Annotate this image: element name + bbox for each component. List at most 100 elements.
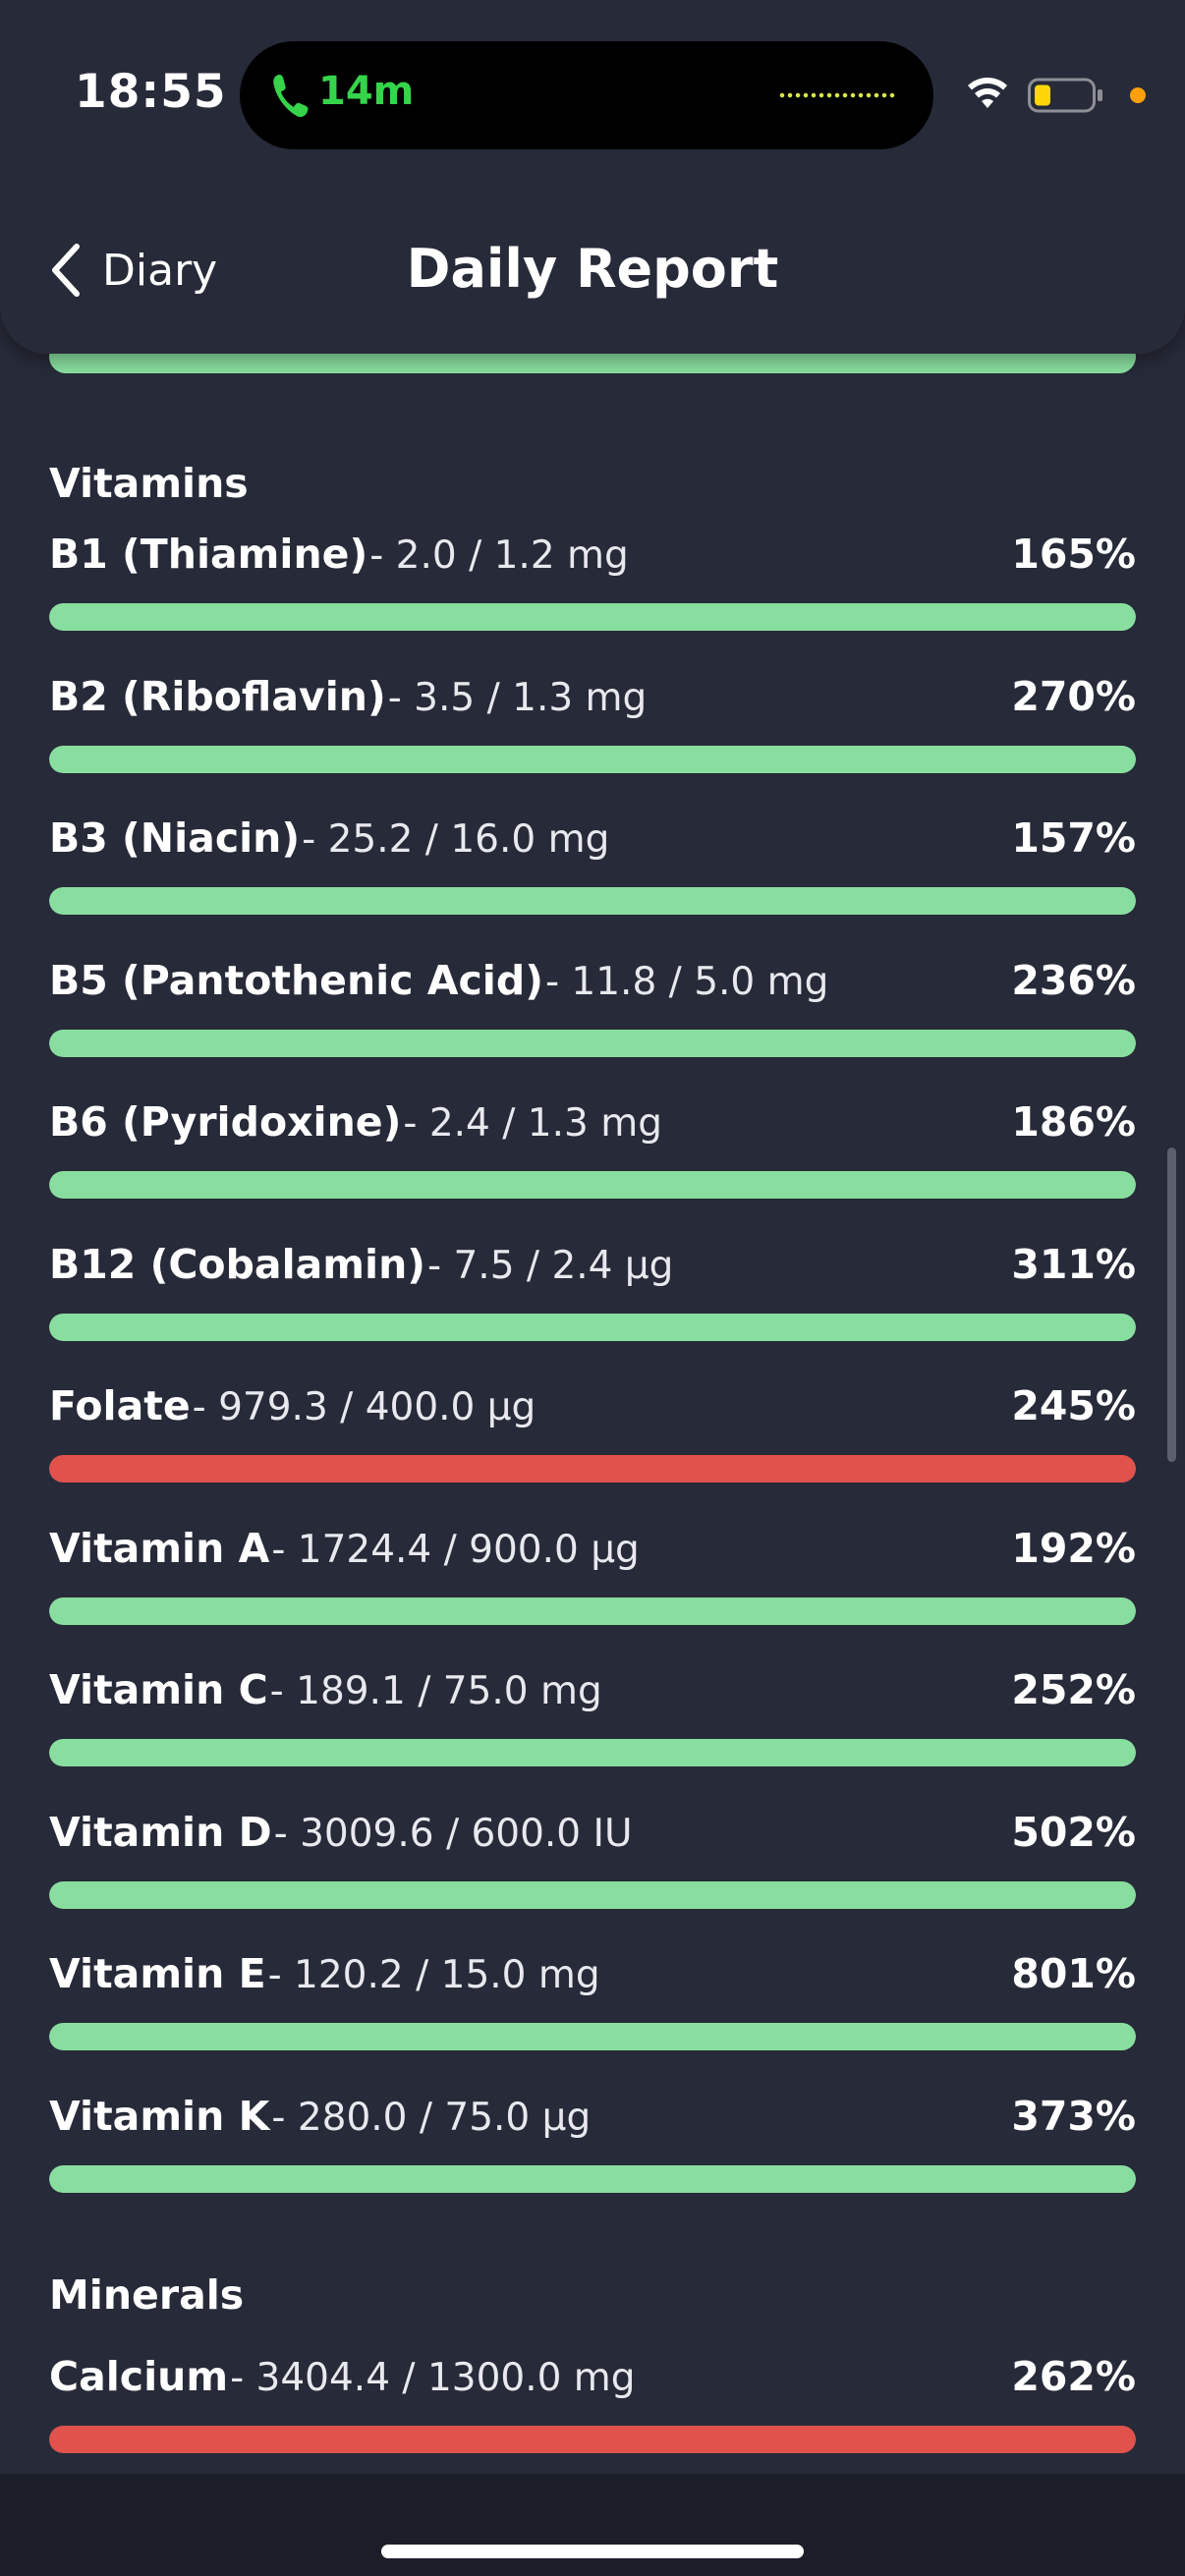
progress-bar-fill xyxy=(49,2426,1136,2453)
nutrient-row[interactable]: Vitamin K - 280.0 / 75.0 µg 373% xyxy=(49,2093,1136,2201)
nutrient-name: B6 (Pyridoxine) xyxy=(49,1098,402,1146)
nutrient-amount: - 25.2 / 16.0 mg xyxy=(302,817,610,862)
progress-bar-fill xyxy=(49,2165,1136,2193)
home-area xyxy=(0,2474,1185,2576)
dynamic-island-call[interactable]: 14m xyxy=(240,41,933,149)
chevron-left-icon xyxy=(52,244,80,297)
nutrient-label-line: B12 (Cobalamin) - 7.5 / 2.4 µg 311% xyxy=(49,1241,1136,1296)
nutrient-amount: - 7.5 / 2.4 µg xyxy=(427,1244,674,1288)
nutrient-label-line: Folate - 979.3 / 400.0 µg 245% xyxy=(49,1382,1136,1437)
nutrient-amount: - 2.0 / 1.2 mg xyxy=(369,533,629,578)
nutrient-amount: - 120.2 / 15.0 mg xyxy=(267,1953,600,1997)
nutrient-row[interactable]: Vitamin A - 1724.4 / 900.0 µg 192% xyxy=(49,1525,1136,1633)
nutrient-name: B5 (Pantothenic Acid) xyxy=(49,957,543,1004)
nutrient-label-line: Vitamin C - 189.1 / 75.0 mg 252% xyxy=(49,1666,1136,1721)
nutrient-amount: - 3.5 / 1.3 mg xyxy=(387,676,648,720)
progress-bar-fill xyxy=(49,1739,1136,1766)
progress-bar-fill xyxy=(49,2023,1136,2050)
progress-bar xyxy=(49,1739,1136,1766)
nutrient-label-line: B6 (Pyridoxine) - 2.4 / 1.3 mg 186% xyxy=(49,1098,1136,1153)
nutrient-row[interactable]: B6 (Pyridoxine) - 2.4 / 1.3 mg 186% xyxy=(49,1098,1136,1206)
nutrient-percent: 186% xyxy=(1011,1098,1136,1146)
nutrient-row[interactable]: Calcium - 3404.4 / 1300.0 mg 262% xyxy=(49,2353,1136,2461)
nutrient-amount: - 3009.6 / 600.0 IU xyxy=(273,1812,633,1856)
nutrient-row[interactable]: Vitamin E - 120.2 / 15.0 mg 801% xyxy=(49,1950,1136,2058)
nutrient-percent: 157% xyxy=(1011,814,1136,862)
nutrient-row[interactable]: B12 (Cobalamin) - 7.5 / 2.4 µg 311% xyxy=(49,1241,1136,1349)
nutrient-amount: - 979.3 / 400.0 µg xyxy=(192,1385,536,1429)
call-duration: 14m xyxy=(318,69,415,114)
nutrient-label-line: Vitamin K - 280.0 / 75.0 µg 373% xyxy=(49,2093,1136,2148)
progress-bar xyxy=(49,2426,1136,2453)
progress-bar xyxy=(49,603,1136,631)
wifi-icon xyxy=(968,78,1007,108)
nutrient-row[interactable]: B3 (Niacin) - 25.2 / 16.0 mg 157% xyxy=(49,814,1136,923)
progress-bar-fill xyxy=(49,887,1136,915)
nutrient-name: Calcium xyxy=(49,2353,229,2400)
progress-bar-fill xyxy=(49,1597,1136,1625)
back-button[interactable]: Diary xyxy=(49,236,217,305)
nutrient-name: B3 (Niacin) xyxy=(49,814,301,862)
scrollbar[interactable] xyxy=(1167,1148,1176,1462)
nutrient-percent: 192% xyxy=(1011,1525,1136,1572)
nutrient-row[interactable]: B5 (Pantothenic Acid) - 11.8 / 5.0 mg 236… xyxy=(49,957,1136,1065)
nutrient-label-line: Vitamin E - 120.2 / 15.0 mg 801% xyxy=(49,1950,1136,2005)
nutrient-label-line: B1 (Thiamine) - 2.0 / 1.2 mg 165% xyxy=(49,531,1136,586)
phone-icon xyxy=(273,75,309,118)
battery-low-icon xyxy=(1028,78,1102,113)
nutrient-name: B12 (Cobalamin) xyxy=(49,1241,426,1288)
nutrient-percent: 245% xyxy=(1011,1382,1136,1429)
progress-bar xyxy=(49,2023,1136,2050)
privacy-indicator-dot xyxy=(1130,87,1146,103)
nutrient-amount: - 280.0 / 75.0 µg xyxy=(271,2096,592,2140)
nutrient-row[interactable]: Vitamin C - 189.1 / 75.0 mg 252% xyxy=(49,1666,1136,1774)
progress-bar-fill xyxy=(49,746,1136,773)
nutrient-row[interactable]: B1 (Thiamine) - 2.0 / 1.2 mg 165% xyxy=(49,531,1136,639)
home-indicator[interactable] xyxy=(381,2545,804,2558)
nutrient-label-line: B2 (Riboflavin) - 3.5 / 1.3 mg 270% xyxy=(49,673,1136,728)
nutrient-percent: 262% xyxy=(1011,2353,1136,2400)
nutrient-percent: 252% xyxy=(1011,1666,1136,1713)
nutrient-row[interactable]: Folate - 979.3 / 400.0 µg 245% xyxy=(49,1382,1136,1490)
nutrient-label-line: B5 (Pantothenic Acid) - 11.8 / 5.0 mg 236… xyxy=(49,957,1136,1012)
nutrient-amount: - 3404.4 / 1300.0 mg xyxy=(230,2356,636,2400)
nutrient-name: Vitamin K xyxy=(49,2093,270,2140)
nutrient-name: Vitamin C xyxy=(49,1666,268,1713)
nutrient-label-line: Vitamin A - 1724.4 / 900.0 µg 192% xyxy=(49,1525,1136,1580)
progress-bar-fill xyxy=(49,1314,1136,1341)
nutrient-name: Vitamin E xyxy=(49,1950,266,1997)
nutrient-percent: 373% xyxy=(1011,2093,1136,2140)
progress-bar-fill xyxy=(49,1881,1136,1909)
nutrient-row[interactable]: B2 (Riboflavin) - 3.5 / 1.3 mg 270% xyxy=(49,673,1136,781)
nutrient-percent: 502% xyxy=(1011,1809,1136,1856)
progress-bar xyxy=(49,1171,1136,1199)
progress-bar xyxy=(49,2165,1136,2193)
nutrient-label-line: B3 (Niacin) - 25.2 / 16.0 mg 157% xyxy=(49,814,1136,869)
progress-bar xyxy=(49,746,1136,773)
progress-bar xyxy=(49,1881,1136,1909)
audio-waveform-icon xyxy=(778,92,896,98)
nutrient-row[interactable]: Vitamin D - 3009.6 / 600.0 IU 502% xyxy=(49,1809,1136,1917)
progress-bar xyxy=(49,1597,1136,1625)
nutrient-amount: - 2.4 / 1.3 mg xyxy=(403,1101,662,1146)
progress-bar xyxy=(49,887,1136,915)
nutrient-name: B2 (Riboflavin) xyxy=(49,673,386,720)
status-time: 18:55 xyxy=(75,65,227,119)
progress-bar-fill xyxy=(49,1455,1136,1483)
nutrient-label-line: Vitamin D - 3009.6 / 600.0 IU 502% xyxy=(49,1809,1136,1864)
status-bar: 18:55 14m xyxy=(0,0,1185,187)
nutrient-name: Folate xyxy=(49,1382,191,1429)
nutrient-percent: 270% xyxy=(1011,673,1136,720)
nutrient-name: Vitamin D xyxy=(49,1809,272,1856)
nutrient-name: B1 (Thiamine) xyxy=(49,531,368,578)
nutrient-amount: - 189.1 / 75.0 mg xyxy=(269,1669,602,1713)
section-title: Vitamins xyxy=(49,460,249,507)
nutrient-percent: 165% xyxy=(1011,531,1136,578)
progress-bar xyxy=(49,1455,1136,1483)
nutrient-percent: 801% xyxy=(1011,1950,1136,1997)
progress-bar-fill xyxy=(49,1171,1136,1199)
nutrient-percent: 236% xyxy=(1011,957,1136,1004)
progress-bar xyxy=(49,1314,1136,1341)
page-title: Daily Report xyxy=(406,238,779,300)
nutrient-percent: 311% xyxy=(1011,1241,1136,1288)
